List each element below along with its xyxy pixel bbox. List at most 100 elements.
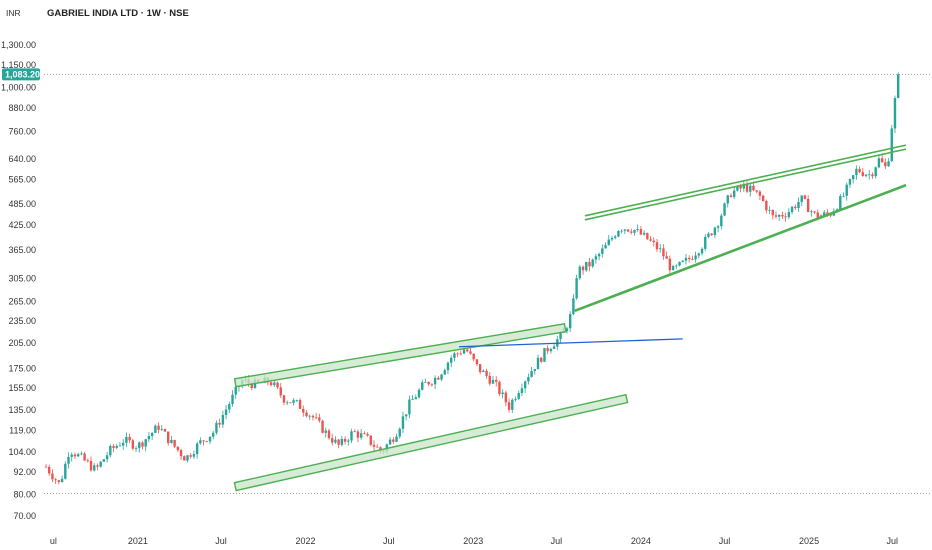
candle-body — [298, 400, 302, 409]
candle-body — [285, 402, 289, 404]
candle-body — [392, 439, 395, 442]
candle-body — [44, 466, 48, 468]
y-tick-label: 92.00 — [13, 467, 36, 477]
y-tick-label: 1,000.00 — [1, 82, 36, 92]
candle-body — [713, 227, 717, 236]
candle-body — [861, 172, 865, 176]
candle-body — [694, 255, 697, 260]
candle-body — [437, 377, 440, 380]
candle-body — [279, 387, 282, 396]
candle-body — [176, 446, 180, 451]
y-tick-label: 305.00 — [8, 274, 36, 284]
candle-body — [729, 195, 733, 197]
candle-body — [138, 442, 141, 449]
candle-body — [530, 371, 533, 378]
candle-body — [331, 438, 334, 443]
candle-body — [366, 433, 369, 436]
candle-body — [234, 386, 237, 395]
candle-body — [302, 408, 305, 413]
candle-body — [620, 230, 623, 232]
candle-body — [774, 215, 778, 217]
candle-body — [758, 191, 762, 196]
candle-body — [848, 179, 852, 185]
x-tick-label: 2023 — [463, 536, 483, 546]
candle-body — [585, 261, 588, 271]
candle-body — [199, 440, 202, 444]
y-tick-label: 565.00 — [8, 174, 36, 184]
candle-body — [295, 400, 299, 401]
currency-label: INR — [6, 8, 21, 18]
y-tick-label: 880.00 — [8, 103, 36, 113]
candle-body — [675, 265, 678, 267]
candle-body — [359, 433, 363, 438]
candle-body — [630, 231, 633, 233]
y-tick-label: 365.00 — [8, 245, 36, 255]
y-tick-label: 1,300.00 — [1, 40, 36, 50]
candle-body — [761, 195, 765, 202]
candle-body — [681, 260, 684, 262]
candle-body — [736, 185, 739, 191]
candle-body — [806, 198, 810, 213]
candle-body — [671, 266, 675, 271]
candle-body — [231, 394, 234, 405]
candle-body — [884, 162, 887, 167]
upper-channel-line-a[interactable] — [584, 144, 907, 217]
candle-body — [478, 364, 482, 373]
upper-channel-line-b[interactable] — [584, 148, 907, 221]
candle-body — [276, 382, 279, 388]
x-tick-label: Jul — [215, 536, 227, 546]
candle-body — [408, 399, 411, 415]
candle-body — [520, 388, 524, 393]
candle-body — [842, 195, 845, 197]
candle-body — [83, 453, 86, 461]
candle-body — [745, 184, 749, 192]
candle-body — [308, 415, 311, 417]
candle-body — [250, 383, 254, 388]
channel-band[interactable] — [233, 323, 567, 388]
candle-body — [305, 412, 308, 417]
candle-body — [588, 261, 591, 267]
trend-drawings[interactable] — [233, 144, 907, 492]
candle-body — [810, 211, 813, 213]
candle-body — [475, 359, 479, 365]
support-trendline[interactable] — [574, 183, 907, 312]
channel-band[interactable] — [233, 393, 629, 492]
y-tick-label: 80.00 — [13, 489, 36, 499]
candle-body — [363, 433, 366, 435]
candle-body — [575, 278, 578, 299]
candle-body — [540, 357, 543, 362]
candle-body — [613, 236, 617, 238]
candle-body — [610, 237, 614, 240]
candle-body — [189, 455, 192, 457]
candle-body — [356, 431, 360, 438]
candle-body — [170, 439, 173, 444]
candle-body — [125, 436, 128, 443]
candle-body — [871, 174, 874, 177]
candle-body — [147, 436, 151, 440]
candle-body — [157, 425, 160, 430]
candle-body — [343, 438, 347, 442]
x-tick-label: 2021 — [128, 536, 148, 546]
candle-body — [732, 190, 736, 197]
candle-body — [430, 384, 434, 386]
candle-body — [784, 216, 787, 218]
candle-body — [559, 332, 562, 340]
x-tick-label: 2025 — [799, 536, 819, 546]
candlestick-series — [44, 72, 900, 485]
y-tick-label: 640.00 — [8, 154, 36, 164]
candle-body — [186, 455, 189, 461]
candle-body — [794, 206, 797, 209]
x-axis: ul 2021 Jul 2022 Jul 2023 Jul 2024 Jul 2025 Jul — [50, 536, 898, 546]
candle-body — [868, 174, 871, 176]
candle-body — [755, 190, 758, 192]
candle-body — [70, 454, 73, 457]
candle-body — [115, 445, 118, 448]
candle-body — [48, 466, 51, 474]
candle-body — [128, 436, 131, 441]
candle-body — [228, 404, 231, 410]
candle-body — [552, 346, 556, 349]
candle-body — [221, 415, 225, 425]
resistance-line[interactable] — [458, 338, 683, 348]
